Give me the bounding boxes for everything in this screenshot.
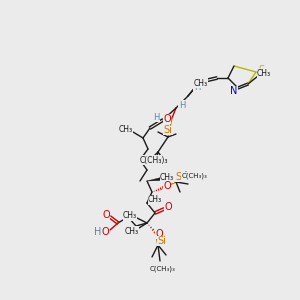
- Text: O: O: [163, 181, 171, 191]
- Text: Si: Si: [158, 236, 166, 246]
- Text: CH₃: CH₃: [194, 79, 208, 88]
- Text: Si: Si: [164, 125, 172, 135]
- Polygon shape: [147, 178, 161, 181]
- Text: CH₃: CH₃: [148, 196, 162, 205]
- Text: C(CH₃)₃: C(CH₃)₃: [149, 266, 175, 272]
- Text: H: H: [179, 100, 185, 109]
- Text: H: H: [194, 83, 200, 92]
- Text: CH₃: CH₃: [160, 173, 174, 182]
- Text: S: S: [258, 65, 264, 75]
- Text: O: O: [101, 227, 109, 237]
- Text: O: O: [102, 210, 110, 220]
- Text: H: H: [94, 227, 102, 237]
- Text: O: O: [164, 202, 172, 212]
- Text: O: O: [155, 229, 163, 239]
- Text: CH₃: CH₃: [123, 212, 137, 220]
- Text: CH₃: CH₃: [257, 68, 271, 77]
- Text: Si: Si: [176, 172, 184, 182]
- Text: CH₃: CH₃: [119, 124, 133, 134]
- Text: C(CH₃)₃: C(CH₃)₃: [140, 155, 168, 164]
- Text: CH₃: CH₃: [125, 226, 139, 236]
- Text: H: H: [153, 112, 159, 122]
- Text: C(CH₃)₃: C(CH₃)₃: [181, 173, 207, 179]
- Text: O: O: [163, 114, 171, 124]
- Text: N: N: [230, 86, 238, 96]
